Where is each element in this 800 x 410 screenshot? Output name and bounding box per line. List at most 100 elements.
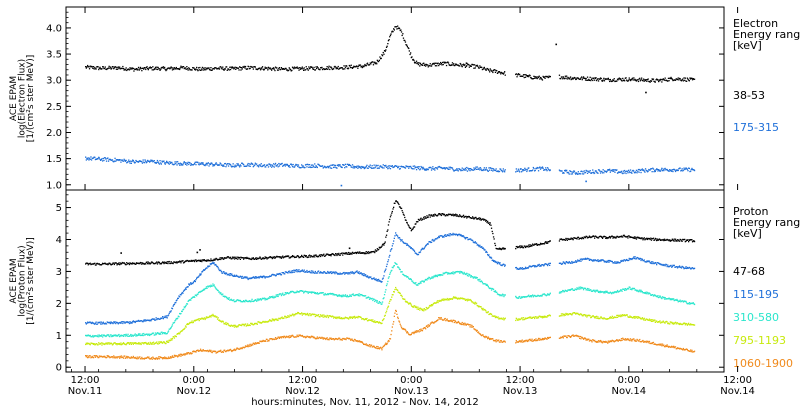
electron-data-point	[441, 64, 443, 66]
proton-data-point	[533, 244, 535, 246]
electron-data-point	[351, 166, 353, 168]
proton-data-point	[352, 272, 354, 274]
proton-series-795-1193	[85, 286, 696, 346]
electron-legend-title: Electron	[733, 17, 778, 30]
electron-data-point	[121, 67, 123, 70]
proton-data-point	[676, 267, 679, 269]
proton-data-point	[226, 298, 228, 300]
proton-data-point	[128, 343, 131, 345]
proton-data-point	[149, 341, 151, 344]
electron-data-point	[603, 80, 606, 82]
electron-data-point	[93, 68, 95, 70]
proton-data-point	[152, 332, 155, 334]
electron-data-point	[490, 69, 492, 71]
proton-data-point	[516, 245, 518, 248]
proton-data-point	[522, 296, 524, 298]
electron-data-point	[162, 66, 164, 68]
proton-data-point	[569, 238, 572, 240]
electron-data-point	[316, 67, 318, 70]
proton-data-point	[438, 235, 440, 238]
electron-data-point	[536, 77, 538, 80]
proton-data-point	[296, 313, 298, 315]
electron-data-point	[159, 69, 161, 71]
electron-data-point	[325, 166, 328, 169]
proton-data-point	[455, 213, 457, 215]
electron-data-point	[163, 67, 165, 69]
electron-data-point	[351, 164, 354, 166]
electron-data-point	[408, 165, 410, 168]
proton-data-point	[161, 331, 163, 333]
electron-data-point	[416, 166, 418, 169]
proton-data-point	[226, 272, 228, 275]
electron-data-point	[299, 67, 301, 69]
electron-data-point	[443, 61, 445, 63]
proton-data-point	[661, 264, 664, 266]
proton-data-point	[483, 248, 485, 250]
proton-data-point	[188, 323, 190, 325]
proton-data-point	[569, 261, 571, 264]
electron-data-point	[340, 67, 343, 69]
proton-data-point	[335, 294, 337, 296]
proton-data-point	[395, 200, 397, 202]
proton-data-point	[289, 271, 292, 274]
proton-data-point	[150, 343, 153, 345]
proton-data-point	[308, 255, 310, 257]
proton-data-point	[404, 242, 406, 244]
proton-data-point	[190, 299, 192, 301]
proton-data-point	[258, 299, 260, 301]
proton-data-point	[571, 288, 574, 290]
proton-data-point	[128, 263, 131, 266]
electron-data-point	[359, 64, 361, 67]
proton-data-point	[291, 290, 293, 293]
electron-data-point	[387, 168, 389, 170]
proton-data-point	[231, 324, 233, 327]
proton-data-point	[224, 323, 226, 325]
proton-data-point	[248, 324, 251, 326]
proton-data-point	[111, 335, 113, 338]
electron-data-point	[449, 64, 452, 67]
proton-data-point	[434, 274, 437, 276]
proton-data-point	[340, 252, 343, 255]
electron-data-point	[193, 163, 195, 165]
proton-data-point	[191, 282, 193, 284]
proton-data-point	[164, 262, 166, 264]
electron-data-point	[269, 163, 271, 165]
proton-data-point	[602, 236, 604, 238]
proton-data-point	[399, 206, 401, 208]
proton-data-point	[445, 215, 447, 217]
electron-data-point	[415, 62, 417, 64]
electron-data-point	[222, 165, 224, 167]
proton-data-point	[368, 276, 371, 278]
proton-data-point	[683, 300, 685, 302]
electron-data-point	[180, 65, 182, 67]
proton-data-point	[203, 288, 205, 290]
proton-data-point	[186, 286, 189, 288]
proton-data-point	[242, 301, 244, 303]
proton-data-point	[579, 260, 581, 262]
electron-data-point	[445, 62, 447, 64]
proton-data-point	[430, 214, 433, 216]
electron-data-point	[304, 69, 307, 71]
electron-data-point	[92, 157, 95, 159]
proton-data-point	[190, 283, 192, 285]
electron-data-point	[107, 160, 110, 162]
proton-data-point	[416, 284, 418, 286]
proton-data-point	[429, 241, 431, 243]
electron-data-point	[88, 157, 91, 159]
proton-data-point	[338, 273, 340, 275]
proton-data-point	[450, 213, 452, 216]
proton-data-point	[132, 320, 134, 322]
electron-data-point	[562, 78, 564, 80]
electron-data-point	[206, 67, 208, 69]
electron-data-point	[529, 74, 531, 77]
electron-data-point	[658, 169, 660, 171]
electron-data-point	[355, 166, 358, 169]
proton-data-point	[662, 238, 664, 241]
proton-data-point	[152, 332, 154, 334]
electron-data-point	[151, 159, 153, 162]
proton-data-point	[346, 252, 348, 254]
proton-data-point	[222, 272, 224, 274]
electron-data-point	[407, 165, 409, 168]
electron-data-point	[622, 172, 624, 175]
proton-data-point	[539, 265, 541, 267]
